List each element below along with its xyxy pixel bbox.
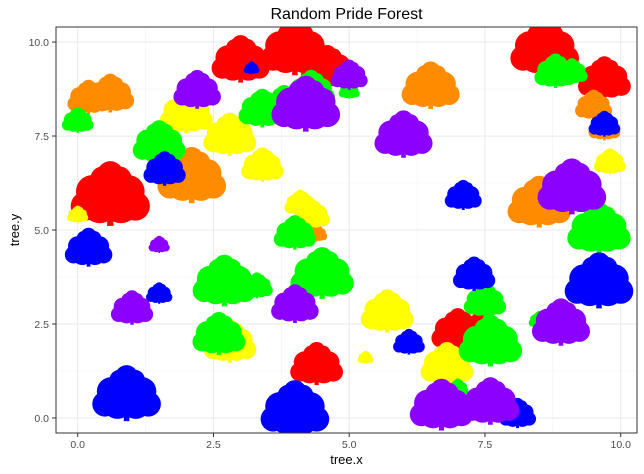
tree-icon [192,311,246,356]
tree-icon [330,59,368,90]
x-tick-label: 5.0 [342,439,357,451]
tree-icon [493,388,510,402]
tree-icon [173,69,221,109]
y-tick-label: 7.5 [34,131,49,143]
tree-icon [564,252,634,309]
tree-icon [271,75,341,132]
tree-icon [260,380,330,433]
tree-icon [458,314,523,367]
tree-icon [401,61,460,109]
tree-icon [360,289,414,333]
tree-icon [537,158,607,215]
x-axis-label: tree.x [330,452,363,467]
tree-icon [463,282,507,318]
tree-markers [61,27,634,433]
tree-icon [92,365,161,422]
tree-icon [374,110,433,158]
tree-icon [567,202,631,254]
tree-icon [409,378,474,431]
tree-icon [273,215,317,250]
chart-title: Random Pride Forest [270,6,423,23]
tree-icon [148,235,170,253]
y-tick-label: 2.5 [34,319,49,331]
x-tick-label: 0.0 [70,439,85,451]
tree-icon [67,205,89,223]
tree-icon [157,147,227,204]
y-axis-ticks: 0.0 2.5 5.0 7.5 10.0 [29,37,56,425]
tree-icon [143,151,186,186]
tree-icon [192,254,257,307]
tree-icon [290,342,344,386]
tree-icon [64,227,113,267]
tree-icon [531,298,591,346]
x-tick-label: 7.5 [478,439,493,451]
tree-icon [461,377,520,425]
tree-icon [292,198,330,229]
tree-icon [243,61,260,75]
tree-icon [61,106,94,133]
y-axis-label: tree.y [7,213,22,246]
y-tick-label: 5.0 [34,225,49,237]
tree-icon [594,148,626,175]
y-tick-label: 0.0 [34,413,49,425]
tree-icon [588,110,621,137]
tree-icon [241,147,284,182]
x-tick-label: 10.0 [610,439,631,451]
tree-icon [110,290,154,325]
tree-icon [452,256,496,291]
tree-icon [271,284,319,324]
tree-icon [86,73,135,113]
y-tick-label: 10.0 [29,37,50,49]
tree-icon [132,120,186,164]
tree-icon [241,272,273,299]
x-axis-ticks: 0.0 2.5 5.0 7.5 10.0 [70,433,631,451]
tree-icon [357,350,374,364]
tree-icon [70,161,150,226]
tree-icon [556,58,588,84]
tree-icon [145,282,173,304]
tree-icon [393,328,425,355]
x-tick-label: 2.5 [206,439,221,451]
tree-icon [444,179,482,211]
tree-icon [420,342,474,386]
